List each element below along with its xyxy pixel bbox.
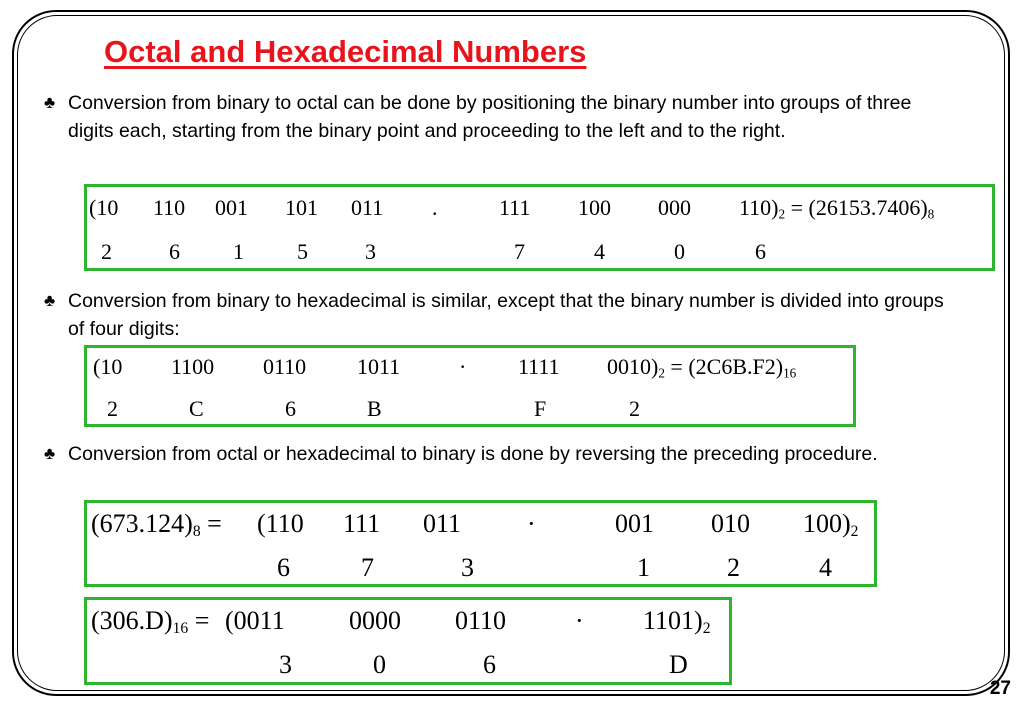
slide-title: Octal and Hexadecimal Numbers <box>104 34 587 69</box>
group: (0011 <box>225 606 285 635</box>
digit: 2 <box>629 396 640 421</box>
digit: 5 <box>297 239 308 264</box>
group: 1111 <box>518 354 560 379</box>
group: 011 <box>423 509 462 538</box>
group: 1100 <box>171 354 215 379</box>
group: (110 <box>257 509 304 538</box>
page-number: 27 <box>989 678 1011 699</box>
group: (10 <box>93 354 123 379</box>
digit: 4 <box>594 239 605 264</box>
group: 1011 <box>357 354 401 379</box>
bullet-binary-to-octal: ♣ Conversion from binary to octal can be… <box>44 89 944 145</box>
group: (10 <box>89 195 119 220</box>
octal-digits-row: 6 7 3 1 2 4 <box>87 553 874 587</box>
group: 001 <box>615 509 654 538</box>
digit: C <box>189 396 204 421</box>
digit: 6 <box>285 396 296 421</box>
example-binary-hex: (10 1100 0110 1011 · 1111 0010)2 = (2C6B… <box>84 345 856 427</box>
digit: 3 <box>279 650 292 679</box>
digit: 3 <box>365 239 376 264</box>
example-hex-binary: (306.D)16 = (0011 0000 0110 · 1101)2 3 0… <box>84 597 732 685</box>
example-octal-binary: (673.124)8 = (110 111 011 · 001 010 100)… <box>84 500 877 587</box>
slide-frame-inner <box>17 15 1005 691</box>
digit: 3 <box>461 553 474 582</box>
result-expression: 1101)2 <box>643 606 711 637</box>
digit: D <box>669 650 688 679</box>
digit: 1 <box>233 239 244 264</box>
binary-groups-row: (10 110 001 101 011 . 111 100 000 110)2 … <box>87 195 992 225</box>
digit: 6 <box>169 239 180 264</box>
group: 0110 <box>263 354 307 379</box>
bullet-text: Conversion from binary to hexadecimal is… <box>68 290 944 340</box>
octal-binary-row: (673.124)8 = (110 111 011 · 001 010 100)… <box>87 509 874 543</box>
club-bullet-icon: ♣ <box>44 93 56 112</box>
digit: 2 <box>727 553 740 582</box>
group: 0000 <box>349 606 401 635</box>
digit: 1 <box>637 553 650 582</box>
bullet-text: Conversion from octal or hexadecimal to … <box>68 443 878 465</box>
binary-point: . <box>432 195 438 220</box>
club-bullet-icon: ♣ <box>44 291 56 310</box>
group: 100 <box>578 195 611 220</box>
digit: 0 <box>373 650 386 679</box>
digit: 7 <box>514 239 525 264</box>
digit: 2 <box>107 396 118 421</box>
group: 111 <box>499 195 531 220</box>
result-expression: 0010)2 = (2C6B.F2)16 <box>607 354 797 381</box>
binary-groups-row: (10 1100 0110 1011 · 1111 0010)2 = (2C6B… <box>87 354 853 384</box>
digit: 0 <box>674 239 685 264</box>
digit: 6 <box>483 650 496 679</box>
octal-digits-row: 2 6 1 5 3 7 4 0 6 <box>87 239 992 269</box>
group: 111 <box>343 509 381 538</box>
hex-binary-row: (306.D)16 = (0011 0000 0110 · 1101)2 <box>87 606 729 640</box>
digit: 4 <box>819 553 832 582</box>
digit: B <box>367 396 382 421</box>
bullet-octal-hex-to-binary: ♣ Conversion from octal or hexadecimal t… <box>44 440 944 468</box>
binary-point: · <box>459 354 467 379</box>
group: 001 <box>215 195 248 220</box>
group: 101 <box>285 195 318 220</box>
binary-point: · <box>527 509 536 538</box>
digit: 6 <box>755 239 766 264</box>
club-bullet-icon: ♣ <box>44 444 56 463</box>
hex-digits-row: 3 0 6 D <box>87 650 729 684</box>
digit: F <box>534 396 547 421</box>
group: 000 <box>658 195 691 220</box>
hex-lhs: (306.D)16 = <box>91 606 210 637</box>
bullet-text: Conversion from binary to octal can be d… <box>68 92 912 142</box>
group: 110 <box>153 195 186 220</box>
example-binary-octal: (10 110 001 101 011 . 111 100 000 110)2 … <box>84 184 995 271</box>
binary-point: · <box>575 606 584 635</box>
octal-lhs: (673.124)8 = <box>91 509 222 540</box>
group: 011 <box>351 195 384 220</box>
result-expression: 110)2 = (26153.7406)8 <box>739 195 935 222</box>
digit: 2 <box>101 239 112 264</box>
group: 0110 <box>455 606 507 635</box>
result-expression: 100)2 <box>803 509 859 540</box>
slide-frame-outer <box>12 10 1010 696</box>
group: 010 <box>711 509 750 538</box>
digit: 6 <box>277 553 290 582</box>
hex-digits-row: 2 C 6 B F 2 <box>87 396 853 426</box>
digit: 7 <box>361 553 374 582</box>
bullet-binary-to-hex: ♣ Conversion from binary to hexadecimal … <box>44 287 944 343</box>
